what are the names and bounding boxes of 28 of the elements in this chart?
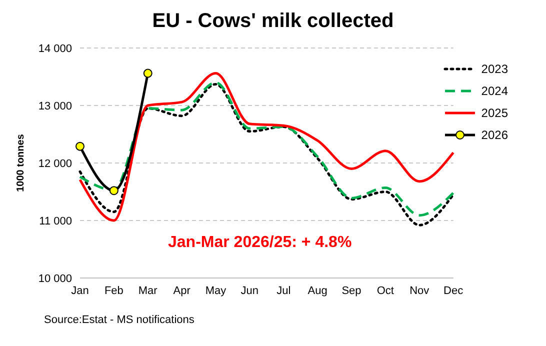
x-tick-label: Oct	[376, 284, 394, 297]
y-tick-label: 14 000	[38, 42, 72, 55]
point	[143, 68, 152, 78]
x-tick-label: Dec	[444, 284, 464, 297]
point	[76, 142, 84, 151]
chart-title: EU - Cows' milk collected	[151, 10, 395, 33]
legend-label: 2025	[481, 105, 508, 122]
x-tick-label: Jun	[240, 284, 259, 297]
legend-label: 2026	[481, 127, 508, 144]
legend-label: 2023	[481, 61, 508, 78]
y-tick-label: 11 000	[39, 215, 72, 228]
source-note: Source:Estat - MS notifications	[44, 314, 194, 326]
x-tick-label: Feb	[104, 284, 124, 297]
x-tick-label: Nov	[410, 284, 430, 297]
legend-label: 2024	[481, 83, 508, 100]
point	[109, 186, 118, 196]
x-tick-label: Mar	[138, 284, 158, 297]
x-tick-label: Jan	[71, 284, 89, 297]
y-tick-label: 10 000	[38, 272, 72, 285]
x-tick-label: Apr	[173, 284, 191, 297]
x-tick-label: Sep	[342, 284, 362, 297]
annotation: Jan-Mar 2026/25: + 4.8%	[168, 234, 352, 252]
x-tick-label: May	[205, 284, 227, 297]
x-tick-label: Aug	[308, 284, 328, 297]
y-axis-title: 1000 tonnes	[16, 134, 27, 192]
y-tick-label: 12 000	[38, 158, 72, 170]
y-tick-label: 13 000	[38, 100, 72, 112]
x-tick-label: Jul	[276, 284, 291, 297]
